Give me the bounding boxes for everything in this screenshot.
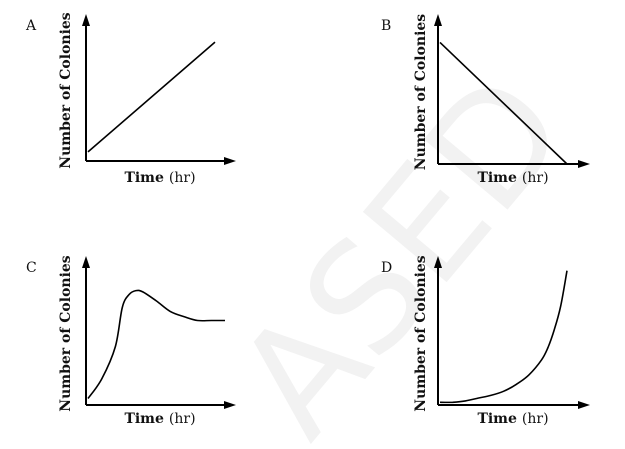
series-line bbox=[87, 41, 216, 153]
x-axis-arrowhead bbox=[578, 401, 590, 409]
watermark: ASED bbox=[204, 44, 600, 449]
y-axis-label: Number of Colonies bbox=[58, 12, 74, 169]
series-line bbox=[439, 270, 568, 404]
y-axis-label: Number of Colonies bbox=[413, 14, 429, 171]
x-axis-label-bold: Time bbox=[124, 170, 164, 186]
watermark-text: ASED bbox=[204, 44, 600, 449]
x-axis-label: Time (hr) bbox=[124, 170, 195, 186]
x-axis-label-unit: (hr) bbox=[169, 411, 196, 427]
y-axis-arrowhead bbox=[82, 256, 90, 268]
x-axis-arrowhead bbox=[224, 157, 236, 165]
chart-panel-a: A Time (hr) Number of Colonies bbox=[25, 12, 236, 186]
x-axis-label-bold: Time bbox=[477, 170, 517, 186]
x-axis-label-unit: (hr) bbox=[169, 170, 196, 186]
y-axis-label: Number of Colonies bbox=[413, 255, 429, 412]
x-axis-label-bold: Time bbox=[477, 411, 517, 427]
x-axis-arrowhead bbox=[578, 160, 590, 168]
chart-panel-b: B Time (hr) Number of Colonies bbox=[381, 14, 590, 186]
chart-panel-c: C Time (hr) Number of Colonies bbox=[26, 255, 236, 427]
panel-letter: A bbox=[25, 18, 37, 34]
y-axis-arrowhead bbox=[434, 256, 442, 268]
y-axis-label: Number of Colonies bbox=[58, 255, 74, 412]
series-line bbox=[439, 41, 568, 165]
x-axis-label-unit: (hr) bbox=[522, 170, 549, 186]
panel-letter: B bbox=[381, 18, 391, 34]
x-axis-label: Time (hr) bbox=[477, 411, 548, 427]
panel-letter: C bbox=[26, 260, 37, 276]
y-axis-arrowhead bbox=[82, 14, 90, 26]
series-line bbox=[87, 289, 225, 399]
x-axis-label: Time (hr) bbox=[124, 411, 195, 427]
x-axis-label-bold: Time bbox=[124, 411, 164, 427]
y-axis-arrowhead bbox=[434, 14, 442, 26]
panels-group: A Time (hr) Number of Colonies B Time (hr) Numb… bbox=[25, 12, 590, 427]
chart-panel-d: D Time (hr) Number of Colonies bbox=[381, 255, 590, 427]
x-axis-label: Time (hr) bbox=[477, 170, 548, 186]
panel-letter: D bbox=[381, 260, 392, 276]
x-axis-arrowhead bbox=[224, 401, 236, 409]
x-axis-label-unit: (hr) bbox=[522, 411, 549, 427]
